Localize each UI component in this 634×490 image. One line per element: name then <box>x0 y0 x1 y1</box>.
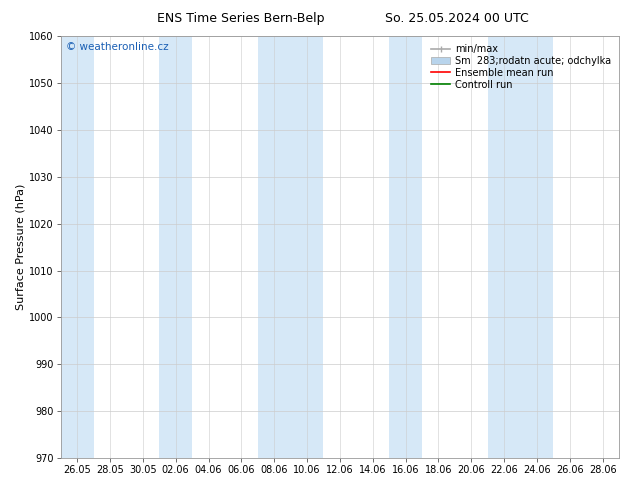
Bar <box>159 36 192 458</box>
Y-axis label: Surface Pressure (hPa): Surface Pressure (hPa) <box>15 184 25 310</box>
Text: © weatheronline.cz: © weatheronline.cz <box>67 43 169 52</box>
Legend: min/max, Sm  283;rodatn acute; odchylka, Ensemble mean run, Controll run: min/max, Sm 283;rodatn acute; odchylka, … <box>428 41 614 93</box>
Text: So. 25.05.2024 00 UTC: So. 25.05.2024 00 UTC <box>385 12 528 25</box>
Bar <box>389 36 422 458</box>
Bar <box>258 36 323 458</box>
Bar <box>488 36 553 458</box>
Bar <box>61 36 94 458</box>
Text: ENS Time Series Bern-Belp: ENS Time Series Bern-Belp <box>157 12 325 25</box>
